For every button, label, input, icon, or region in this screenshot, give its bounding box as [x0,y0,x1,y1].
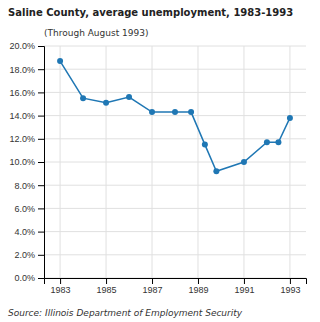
point [57,58,63,64]
y-tick-label: 6.0% [14,204,35,214]
y-tick: 14.0% [9,111,44,121]
y-tick: 20.0% [9,41,44,51]
x-tick-mark [244,278,245,284]
y-tick: 6.0% [14,204,44,214]
y-grid-line [44,69,306,70]
y-tick-mark [38,139,44,140]
y-tick-mark [38,232,44,233]
x-tick: 1987 [143,278,163,295]
y-tick: 18.0% [9,65,44,75]
y-tick: 10.0% [9,157,44,167]
plot: 1983 1985 1987 1989 1991 1993 0.0% 2.0% 4.0% 6.0%… [9,41,306,295]
point [275,139,281,145]
x-tick-label: 1985 [97,285,117,295]
y-tick-label: 0.0% [14,273,35,283]
point [213,168,219,174]
y-tick-mark [38,69,44,70]
y-grid-line [44,185,306,186]
x-tick-mark [152,278,153,284]
y-axis-line [38,47,45,279]
y-tick-mark [38,255,44,256]
x-grid-line [152,46,153,278]
chart: Saline County, average unemployment, 198… [0,0,320,322]
x-tick-mark [60,278,61,284]
x-tick-label: 1989 [188,285,208,295]
y-grid-line [44,138,306,139]
y-tick: 16.0% [9,88,44,98]
source: Source: Illinois Department of Employmen… [8,308,243,318]
line [60,61,290,171]
x-tick-mark [198,278,199,284]
y-tick-label: 8.0% [14,181,35,191]
point [188,109,194,115]
x-tick-label: 1987 [143,285,163,295]
y-tick: 8.0% [14,181,44,191]
x-axis-line [45,279,307,285]
y-tick-label: 10.0% [9,157,35,167]
point [202,142,208,148]
x-tick: 1993 [280,278,300,295]
point [80,95,86,101]
y-tick: 12.0% [9,134,44,144]
x-tick: 1985 [97,278,117,295]
x-grid-line [60,46,61,278]
y-tick-label: 20.0% [9,41,35,51]
x-tick: 1983 [51,278,71,295]
x-grid-line [289,46,290,278]
x-tick-label: 1983 [51,285,71,295]
y-tick-label: 14.0% [9,111,35,121]
x-grid-line [197,46,198,278]
y-grid-line [44,92,306,93]
point [126,94,132,100]
y-axis: 0.0% 2.0% 4.0% 6.0% 8.0% 10.0% 12.0% 14.0% 16.0%… [9,41,44,283]
y-tick-mark [38,92,44,93]
y-tick-label: 18.0% [9,65,35,75]
y-tick-label: 12.0% [9,134,35,144]
x-tick: 1991 [234,278,254,295]
grid [44,46,306,278]
x-tick-mark [290,278,291,284]
y-tick-mark [38,278,44,279]
y-grid-line [44,46,306,47]
y-tick-label: 2.0% [14,250,35,260]
x-axis: 1983 1985 1987 1989 1991 1993 [45,278,307,295]
subtitle: (Through August 1993) [44,28,148,38]
x-tick-mark [106,278,107,284]
y-tick-mark [38,116,44,117]
y-tick-mark [38,185,44,186]
point [241,159,247,165]
x-tick: 1989 [188,278,208,295]
y-grid-line [44,254,306,255]
y-tick: 4.0% [14,227,44,237]
y-grid-line [44,162,306,163]
y-tick-mark [38,46,44,47]
point [103,100,109,106]
x-tick-label: 1991 [234,285,254,295]
y-grid-line [44,208,306,209]
point [149,109,155,115]
y-tick: 2.0% [14,250,44,260]
y-tick-label: 16.0% [9,88,35,98]
point [264,139,270,145]
title: Saline County, average unemployment, 198… [8,7,293,18]
y-tick: 0.0% [14,273,44,283]
point [172,109,178,115]
x-grid-line [106,46,107,278]
y-tick-mark [38,162,44,163]
y-grid-line [44,231,306,232]
y-grid-line [44,115,306,116]
x-tick-label: 1993 [280,285,300,295]
y-tick-label: 4.0% [14,227,35,237]
point [287,115,293,121]
y-tick-mark [38,208,44,209]
series [57,58,293,174]
